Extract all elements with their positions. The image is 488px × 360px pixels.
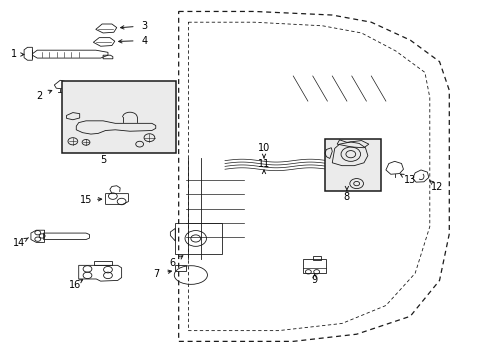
Text: 11: 11 [257,159,269,169]
Bar [175,265,185,271]
Text: 5: 5 [100,154,106,165]
Text: 15: 15 [80,195,92,205]
Text: 4: 4 [141,36,147,45]
Text: 7: 7 [153,269,160,279]
Bar [313,256,321,260]
Bar [175,223,221,253]
Text: 1: 1 [11,49,17,59]
Text: 16: 16 [68,280,81,290]
Bar [325,139,380,191]
Text: 8: 8 [343,192,349,202]
Text: 6: 6 [169,258,175,268]
Text: 10: 10 [257,143,269,153]
Text: 14: 14 [13,238,25,248]
Text: 12: 12 [430,182,443,192]
Text: 13: 13 [404,175,416,185]
Text: 9: 9 [311,275,317,285]
Bar [61,81,176,153]
Bar [303,259,326,273]
Text: 2: 2 [37,91,43,101]
Text: 3: 3 [141,21,147,31]
